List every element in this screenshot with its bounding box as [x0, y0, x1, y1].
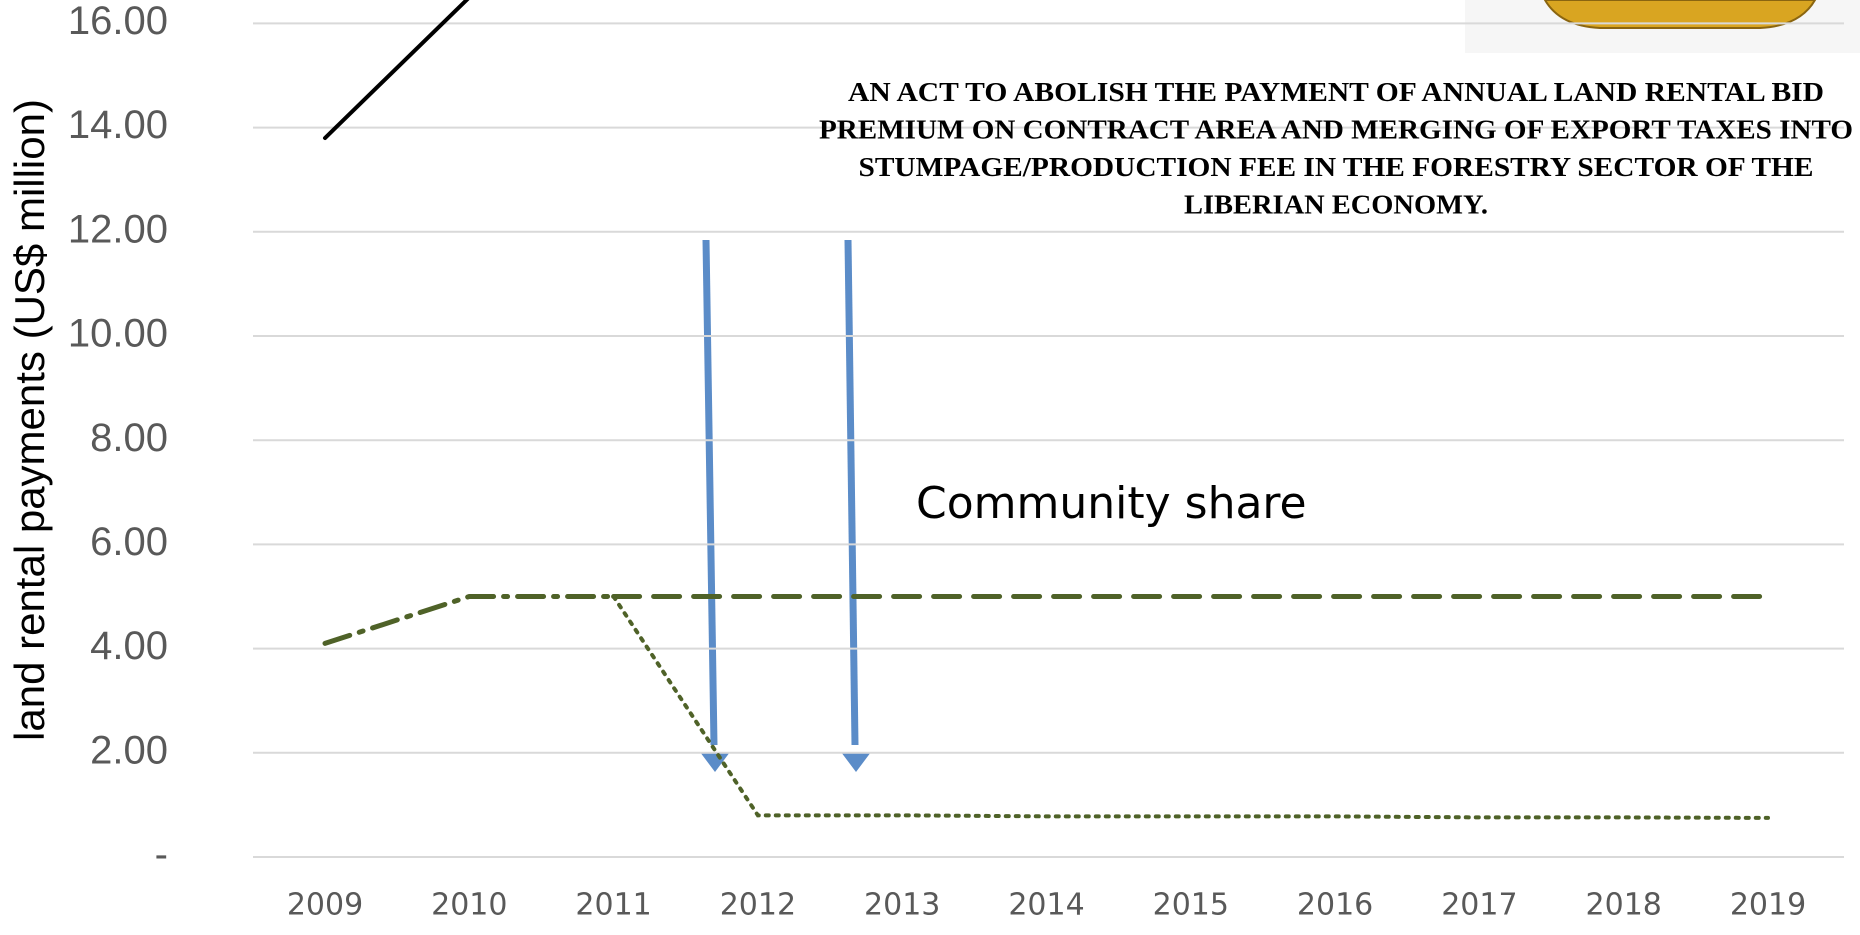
x-tick-label: 2016 — [1297, 888, 1373, 923]
y-tick-label: 4.00 — [90, 624, 168, 668]
y-tick-label: 6.00 — [90, 520, 168, 564]
series-line — [322, 594, 617, 646]
x-tick-label: 2017 — [1441, 888, 1517, 923]
title-line: AN ACT TO ABOLISH THE PAYMENT OF ANNUAL … — [848, 77, 1824, 107]
y-tick-label: 8.00 — [90, 416, 168, 460]
y-tick-label: 12.00 — [68, 207, 168, 251]
y-tick-label: 10.00 — [68, 312, 168, 356]
x-tick-label: 2010 — [431, 888, 507, 923]
x-tick-label: 2014 — [1008, 888, 1084, 923]
arrows — [700, 239, 871, 772]
y-axis-label: land rental payments (US$ million) — [6, 99, 53, 741]
x-tick-label: 2013 — [864, 888, 940, 923]
y-tick-label: 14.00 — [68, 103, 168, 147]
x-tick-label: 2018 — [1586, 888, 1662, 923]
x-tick-label: 2009 — [287, 888, 363, 923]
seal — [1465, 0, 1860, 53]
y-tick-label: 2.00 — [90, 728, 168, 772]
title-line: LIBERIAN ECONOMY. — [1184, 190, 1488, 220]
title-line: PREMIUM ON CONTRACT AREA AND MERGING OF … — [819, 115, 1853, 145]
x-tick-label: 2012 — [720, 888, 796, 923]
series-line — [611, 594, 1770, 820]
y-tick-label: - — [155, 833, 168, 877]
x-tick-label: 2019 — [1730, 888, 1806, 923]
title-line: STUMPAGE/PRODUCTION FEE IN THE FORESTRY … — [859, 152, 1814, 182]
series-line — [323, 0, 470, 141]
y-tick-label: 16.00 — [68, 0, 168, 43]
x-tick-label: 2015 — [1153, 888, 1229, 923]
x-tick-label: 2011 — [575, 888, 651, 923]
annotation: Community share — [916, 478, 1307, 529]
